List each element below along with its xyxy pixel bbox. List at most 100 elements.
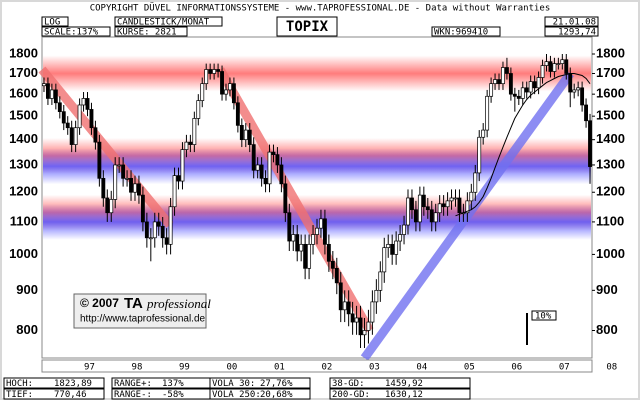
candle-body — [540, 65, 545, 78]
candle-body — [176, 175, 181, 182]
candle-body — [532, 81, 537, 89]
candle-body — [536, 77, 541, 89]
candle-body — [417, 194, 422, 223]
box — [276, 16, 338, 37]
candle-body — [350, 313, 355, 323]
candle-body — [398, 234, 403, 242]
candle-body — [156, 221, 161, 227]
y-tick-label-right: 1600 — [596, 86, 625, 101]
candle-body — [477, 136, 482, 174]
stat-value: 1823,89 — [54, 379, 92, 389]
candle-body — [251, 144, 256, 171]
candle-body — [204, 69, 209, 85]
y-tick-label: 1600 — [9, 86, 38, 101]
candle-body — [481, 129, 486, 138]
y-tick-label-right: 1400 — [596, 131, 625, 146]
copyright: COPYRIGHT DÜVEL INFORMATIONSSYSTEME - ww… — [90, 3, 551, 14]
logo-url: http://www.taprofessional.de — [80, 314, 206, 325]
candle-body — [390, 243, 395, 255]
candle-body — [303, 243, 308, 269]
stat-label: 38-GD: — [332, 379, 365, 389]
y-tick-label-right: 1500 — [596, 108, 625, 123]
logo-box — [73, 293, 207, 329]
candle-body — [184, 141, 189, 150]
y-tick-label-right: 800 — [596, 322, 618, 337]
candle-body — [291, 234, 296, 242]
y-tick-label: 1400 — [9, 131, 38, 146]
x-tick-label: 99 — [179, 363, 190, 373]
x-tick-label: 03 — [369, 363, 380, 373]
candle-body — [180, 149, 185, 182]
candle-body — [473, 172, 478, 193]
candle-body — [160, 225, 165, 239]
box — [114, 26, 188, 37]
stat-box — [3, 388, 105, 400]
candle-body — [271, 151, 276, 155]
candle-body — [46, 83, 50, 99]
stat-value: 1630,12 — [385, 390, 423, 400]
candle-body — [172, 175, 177, 208]
stat-value: -58% — [162, 390, 184, 400]
candle-body — [322, 218, 327, 245]
candle-body — [235, 102, 240, 126]
candle-body — [239, 125, 244, 141]
candle-body — [311, 234, 315, 245]
candle-body — [568, 73, 573, 93]
stat-value: 27,76% — [260, 379, 293, 389]
candle-body — [140, 194, 145, 223]
candle-body — [73, 127, 78, 145]
candle-body — [212, 69, 217, 74]
y-tick-label: 800 — [16, 322, 38, 337]
stat-box — [3, 377, 105, 389]
trendline — [216, 67, 374, 333]
x-tick-label: 02 — [321, 363, 332, 373]
candle-body — [497, 79, 501, 85]
candle-body — [342, 301, 347, 311]
candle-body — [287, 212, 292, 242]
candle-body — [564, 59, 569, 74]
candle-body — [374, 289, 379, 303]
candle-body — [57, 102, 62, 112]
stat-box — [209, 388, 311, 400]
candle-body — [576, 87, 581, 91]
candle-body — [315, 227, 319, 235]
y-tick-label: 1800 — [9, 45, 38, 60]
stat-box — [329, 388, 471, 400]
y-tick-label-right: 1800 — [596, 45, 625, 60]
x-tick-label: 07 — [559, 363, 570, 373]
candle-body — [516, 95, 521, 99]
stat-box — [209, 377, 311, 389]
candle-body — [275, 154, 280, 166]
box — [114, 16, 223, 27]
candle-body — [263, 177, 268, 185]
stat-label: VOLA 30: — [212, 379, 255, 389]
candle-body — [137, 183, 141, 196]
candle-body — [200, 83, 205, 101]
x-tick-label: 05 — [464, 363, 475, 373]
candle-body — [255, 164, 260, 171]
y-axis: 800 800 900 900 1000 1000 1100 1100 1200 1200 1300… — [9, 45, 625, 336]
candle-body — [49, 89, 54, 99]
candle-body — [457, 197, 462, 214]
candle-body — [504, 67, 509, 74]
candle-body — [81, 98, 86, 106]
candle-body — [192, 118, 197, 145]
candle-body — [465, 200, 470, 214]
y-tick-label: 1500 — [9, 108, 38, 123]
candle-body — [152, 221, 157, 239]
candle-body — [560, 59, 565, 64]
candle-body — [319, 218, 323, 229]
candle-body — [283, 183, 288, 214]
candle-body — [129, 177, 133, 193]
candle-body — [85, 98, 90, 110]
candle-body — [101, 177, 106, 199]
candle-body — [370, 301, 375, 323]
candle-body — [394, 240, 399, 255]
candle-body — [453, 197, 458, 200]
candle-body — [259, 164, 264, 179]
candle-body — [125, 177, 130, 180]
candle-body — [216, 69, 221, 72]
candle-body — [105, 197, 110, 214]
stat-label: 200-GD: — [332, 390, 370, 400]
